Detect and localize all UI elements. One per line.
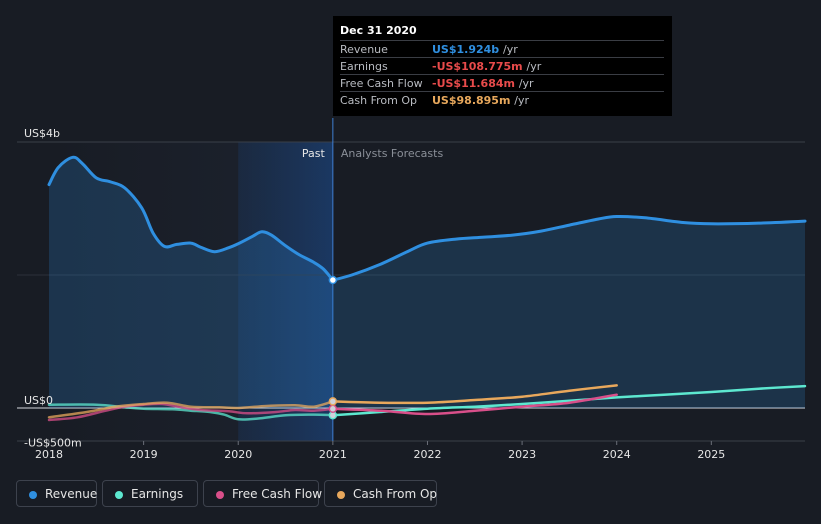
free-cash-flow-past-line bbox=[47, 402, 335, 422]
tooltip-value: US$98.895m /yr bbox=[432, 94, 529, 107]
tooltip-value-text: US$98.895m bbox=[432, 94, 511, 107]
tooltip-value-text: -US$108.775m bbox=[432, 60, 523, 73]
legend-dot-icon bbox=[337, 491, 345, 499]
legend-item-earnings[interactable]: Earnings bbox=[102, 480, 198, 507]
x-tick-label: 2021 bbox=[319, 448, 347, 461]
x-tick-label: 2020 bbox=[224, 448, 252, 461]
tooltip-unit: /yr bbox=[526, 60, 542, 73]
revenue-past-line bbox=[47, 155, 335, 282]
past-label: Past bbox=[302, 147, 326, 160]
forecast-label: Analysts Forecasts bbox=[341, 147, 444, 160]
legend-label: Revenue bbox=[45, 487, 98, 501]
tooltip-label: Revenue bbox=[340, 43, 388, 56]
legend-dot-icon bbox=[29, 491, 37, 499]
legend-item-revenue[interactable]: Revenue bbox=[16, 480, 97, 507]
cash-from-op-forecast-line bbox=[331, 384, 618, 405]
highlight-band bbox=[238, 142, 333, 441]
earnings-forecast-line bbox=[331, 384, 807, 417]
x-tick-label: 2023 bbox=[508, 448, 536, 461]
revenue-highlight-point bbox=[328, 275, 338, 285]
tooltip-unit: /yr bbox=[518, 77, 534, 90]
tooltip-label: Free Cash Flow bbox=[340, 77, 423, 90]
tooltip-row-cash-from-op: Cash From Op US$98.895m /yr bbox=[340, 91, 664, 109]
tooltip-label: Cash From Op bbox=[340, 94, 418, 107]
revenue-forecast-area bbox=[332, 216, 805, 408]
legend-label: Cash From Op bbox=[353, 487, 438, 501]
y-tick-label: US$4b bbox=[24, 127, 60, 140]
revenue-forecast-line bbox=[331, 214, 807, 282]
tooltip: Dec 31 2020 Revenue US$1.924b /yr Earnin… bbox=[333, 16, 672, 116]
free-cash-flow-highlight-point bbox=[328, 404, 338, 414]
tooltip-value: -US$108.775m /yr bbox=[432, 60, 541, 73]
tooltip-value: -US$11.684m /yr bbox=[432, 77, 534, 90]
tooltip-unit: /yr bbox=[514, 94, 530, 107]
tooltip-row-revenue: Revenue US$1.924b /yr bbox=[340, 40, 664, 58]
free-cash-flow-forecast-line bbox=[331, 393, 618, 416]
tooltip-value-text: US$1.924b bbox=[432, 43, 500, 56]
tooltip-label: Earnings bbox=[340, 60, 388, 73]
tooltip-unit: /yr bbox=[503, 43, 518, 56]
tooltip-date: Dec 31 2020 bbox=[340, 24, 417, 37]
legend-dot-icon bbox=[216, 491, 224, 499]
tooltip-value-text: -US$11.684m bbox=[432, 77, 515, 90]
revenue-past-area bbox=[49, 157, 333, 408]
x-tick-label: 2025 bbox=[697, 448, 725, 461]
legend-label: Earnings bbox=[131, 487, 184, 501]
y-tick-label: -US$500m bbox=[24, 436, 82, 449]
cash-from-op-past-line bbox=[47, 400, 335, 419]
x-tick-label: 2018 bbox=[35, 448, 63, 461]
legend-label: Free Cash Flow bbox=[232, 487, 323, 501]
legend-item-cash-from-op[interactable]: Cash From Op bbox=[324, 480, 437, 507]
x-tick-label: 2024 bbox=[603, 448, 631, 461]
legend-item-free-cash-flow[interactable]: Free Cash Flow bbox=[203, 480, 323, 507]
y-tick-label: US$0 bbox=[24, 394, 53, 407]
tooltip-row-earnings: Earnings -US$108.775m /yr bbox=[340, 57, 664, 75]
legend-dot-icon bbox=[115, 491, 123, 499]
tooltip-value: US$1.924b /yr bbox=[432, 43, 518, 56]
tooltip-row-free-cash-flow: Free Cash Flow -US$11.684m /yr bbox=[340, 74, 664, 92]
cash-from-op-highlight-point bbox=[328, 397, 338, 406]
x-tick-label: 2022 bbox=[413, 448, 441, 461]
x-tick-label: 2019 bbox=[130, 448, 158, 461]
